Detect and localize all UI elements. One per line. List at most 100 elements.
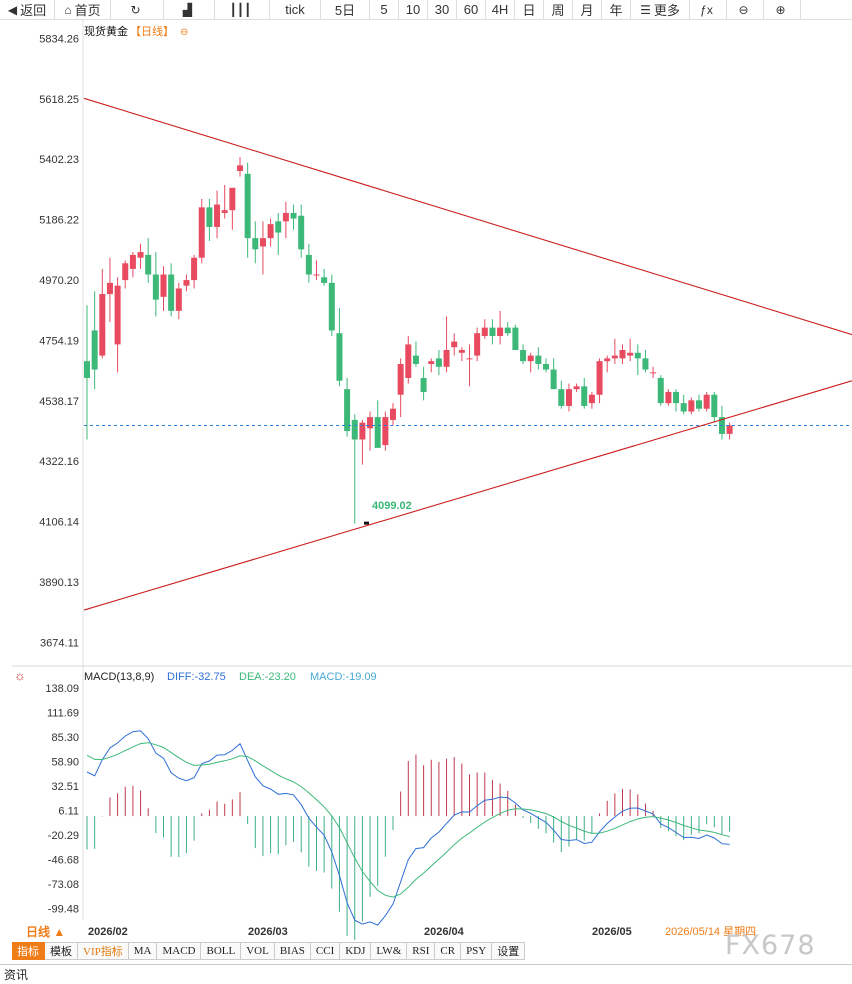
y-tick-label: 4538.17 <box>39 396 79 408</box>
indicator-tab-5[interactable]: BOLL <box>201 942 242 960</box>
toolbar-button-15[interactable]: 年 <box>602 0 631 19</box>
indicator-tab-9[interactable]: KDJ <box>340 942 372 960</box>
candle-body <box>558 389 565 406</box>
toolbar-button-8[interactable]: 10 <box>399 0 428 19</box>
sun-icon[interactable]: ☼ <box>14 668 26 683</box>
candle-body <box>290 212 297 219</box>
indicator-tab-6[interactable]: VOL <box>241 942 275 960</box>
trend-lines[interactable] <box>83 97 852 611</box>
fx-icon: ƒx <box>700 2 713 17</box>
y-tick-label: 3674.11 <box>40 637 79 649</box>
indicator-tabs: 指标 模板 VIP指标 MA MACD BOLL VOL BIAS CCI KDJ LW& RSI CR… <box>12 942 526 960</box>
candle-body <box>405 344 412 378</box>
x-label-may: 2026/05 <box>592 926 632 938</box>
menu-icon: ☰ <box>640 2 651 17</box>
y-tick-label: 5834.26 <box>39 33 79 45</box>
toolbar-label: 更多 <box>653 3 680 18</box>
indicator-tab-14[interactable]: 设置 <box>492 942 526 960</box>
macd-y-tick: 58.90 <box>51 756 79 768</box>
toolbar-button-7[interactable]: 5 <box>370 0 399 19</box>
candle-body <box>367 417 374 429</box>
candle-body <box>458 349 465 353</box>
y-tick-label: 4970.20 <box>39 275 79 287</box>
candle-body <box>673 391 680 404</box>
candle-body <box>657 377 664 404</box>
indicator-tab-8[interactable]: CCI <box>310 942 341 960</box>
candle-body <box>535 355 542 364</box>
period-label: 【日线】 <box>130 24 174 38</box>
candle-body <box>428 361 435 364</box>
toolbar-button-6[interactable]: 5日 <box>321 0 370 19</box>
candle-body <box>412 355 419 364</box>
indicator-tab-13[interactable]: PSY <box>461 942 493 960</box>
toolbar-button-18[interactable]: ⊖ <box>727 0 764 19</box>
chart-background <box>0 20 852 940</box>
candle-body <box>198 207 205 258</box>
indicator-tab-2[interactable]: VIP指标 <box>78 942 129 960</box>
y-tick-label: 4106.14 <box>39 517 79 529</box>
toolbar-button-16[interactable]: ☰ 更多 <box>631 0 690 19</box>
toolbar-button-2[interactable]: ↻ <box>111 0 164 19</box>
candle-body <box>351 419 358 440</box>
candle-body <box>420 377 427 392</box>
indicator-tab-1[interactable]: 模板 <box>45 942 78 960</box>
toolbar-button-11[interactable]: 4H <box>486 0 515 19</box>
instrument-title: 现货黄金 <box>84 24 128 38</box>
indicator-tab-10[interactable]: LW& <box>371 942 408 960</box>
candle-body <box>688 400 695 412</box>
toolbar-button-0[interactable]: ◀ 返回 <box>0 0 55 19</box>
zoom-in-icon: ⊕ <box>775 2 786 17</box>
toolbar-button-1[interactable]: ⌂ 首页 <box>55 0 111 19</box>
status-bar: 资讯 <box>0 964 852 984</box>
macd-y-tick: -46.68 <box>48 854 79 866</box>
toolbar-button-13[interactable]: 周 <box>544 0 573 19</box>
candle-body <box>244 173 251 239</box>
candle-body <box>259 238 266 247</box>
indicator-tab-3[interactable]: MA <box>128 942 158 960</box>
candle-body <box>336 333 343 381</box>
indicator-tab-7[interactable]: BIAS <box>274 942 311 960</box>
toolbar-button-3[interactable]: ▟ <box>164 0 215 19</box>
macd-dea-value: DEA:-23.20 <box>239 671 296 683</box>
chart-area[interactable]: 5834.26 5618.25 5402.23 5186.22 4970.20 4754.… <box>0 20 852 941</box>
toolbar-button-4[interactable]: ┃┃┃ <box>215 0 270 19</box>
candle-body <box>282 212 289 222</box>
indicator-tab-4[interactable]: MACD <box>157 942 202 960</box>
macd-y-tick: 32.51 <box>51 781 79 793</box>
candle-body <box>711 394 718 418</box>
toolbar-button-12[interactable]: 日 <box>515 0 544 19</box>
x-label-feb: 2026/02 <box>88 926 128 938</box>
candle-body <box>627 352 634 356</box>
candle-body <box>390 408 396 420</box>
candle-body <box>106 282 113 295</box>
collapse-icon[interactable]: ⊖ <box>180 27 188 38</box>
candle-body <box>573 386 580 390</box>
indicator-tab-12[interactable]: CR <box>435 942 462 960</box>
candle-body <box>99 294 106 356</box>
lower-trend-line[interactable] <box>83 380 852 611</box>
candle-body <box>275 221 282 233</box>
y-tick-label: 5186.22 <box>39 215 79 227</box>
toolbar-button-19[interactable]: ⊕ <box>764 0 801 19</box>
candle-body <box>619 349 626 359</box>
indicator-tab-11[interactable]: RSI <box>407 942 436 960</box>
toolbar-button-9[interactable]: 30 <box>428 0 457 19</box>
toolbar-button-10[interactable]: 60 <box>457 0 486 19</box>
macd-y-tick: 85.30 <box>51 732 79 744</box>
toolbar-button-5[interactable]: tick <box>270 0 321 19</box>
period-dropdown[interactable]: 日线 ▲ <box>26 924 65 939</box>
period-dropdown-bg <box>12 923 84 941</box>
toolbar-button-17[interactable]: ƒx <box>690 0 727 19</box>
y-tick-label: 4322.16 <box>39 456 79 468</box>
toolbar-button-14[interactable]: 月 <box>573 0 602 19</box>
cursor-date: 2026/05/14 星期四 <box>665 925 756 938</box>
news-tab[interactable]: 资讯 <box>4 968 29 982</box>
kline-chart[interactable]: 5834.26 5618.25 5402.23 5186.22 4970.20 4754.… <box>0 20 852 941</box>
candle-body <box>497 327 504 337</box>
candle-body <box>696 400 702 409</box>
macd-diff-value: DIFF:-32.75 <box>167 671 226 683</box>
upper-trend-line[interactable] <box>83 97 852 336</box>
toolbar-label: 5 <box>380 2 388 17</box>
indicator-tab-0[interactable]: 指标 <box>12 942 45 960</box>
toolbar-label: 首页 <box>74 3 101 18</box>
